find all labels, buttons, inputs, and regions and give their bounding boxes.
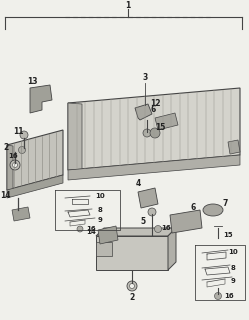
Circle shape (18, 147, 25, 154)
Text: 16: 16 (86, 226, 96, 232)
Text: 6: 6 (190, 203, 196, 212)
Text: 3: 3 (142, 74, 148, 83)
Text: 16: 16 (161, 225, 171, 231)
Circle shape (20, 131, 28, 139)
Polygon shape (12, 207, 30, 221)
Text: 8: 8 (98, 207, 102, 213)
Text: 7: 7 (222, 199, 228, 209)
Polygon shape (168, 228, 176, 270)
Text: 11: 11 (13, 126, 23, 135)
Polygon shape (135, 104, 152, 120)
Text: 6: 6 (150, 106, 156, 115)
Polygon shape (155, 113, 178, 130)
Polygon shape (228, 140, 240, 154)
Circle shape (127, 281, 137, 291)
Text: 13: 13 (27, 77, 37, 86)
Text: 10: 10 (228, 249, 238, 255)
Text: 9: 9 (231, 278, 236, 284)
Circle shape (77, 226, 83, 232)
Text: 2: 2 (3, 143, 9, 153)
Ellipse shape (203, 204, 223, 216)
Text: 12: 12 (150, 99, 160, 108)
Text: 16: 16 (224, 293, 234, 299)
Text: 9: 9 (98, 217, 102, 223)
Text: 15: 15 (155, 123, 165, 132)
Polygon shape (96, 242, 112, 256)
Circle shape (214, 292, 222, 300)
Circle shape (150, 128, 160, 138)
Polygon shape (30, 85, 52, 113)
Text: 14: 14 (86, 229, 96, 235)
Polygon shape (96, 228, 176, 236)
Text: 10: 10 (95, 193, 105, 199)
Text: 2: 2 (129, 292, 135, 301)
Polygon shape (138, 188, 158, 208)
Text: 5: 5 (140, 218, 146, 227)
Circle shape (129, 284, 134, 289)
Polygon shape (98, 226, 118, 244)
Polygon shape (170, 210, 202, 233)
Polygon shape (96, 236, 168, 270)
Text: 16: 16 (8, 153, 18, 159)
Circle shape (10, 160, 20, 170)
Polygon shape (7, 175, 63, 198)
Text: 8: 8 (231, 265, 236, 271)
Circle shape (143, 129, 151, 137)
Circle shape (12, 163, 17, 167)
Text: 14: 14 (0, 190, 10, 199)
Polygon shape (68, 88, 240, 170)
Text: 4: 4 (135, 179, 141, 188)
Polygon shape (7, 145, 13, 190)
Polygon shape (7, 130, 63, 190)
Text: 15: 15 (223, 232, 233, 238)
Text: 1: 1 (125, 1, 131, 10)
Polygon shape (68, 103, 82, 170)
Circle shape (148, 208, 156, 216)
Circle shape (154, 226, 162, 233)
Polygon shape (68, 155, 240, 180)
